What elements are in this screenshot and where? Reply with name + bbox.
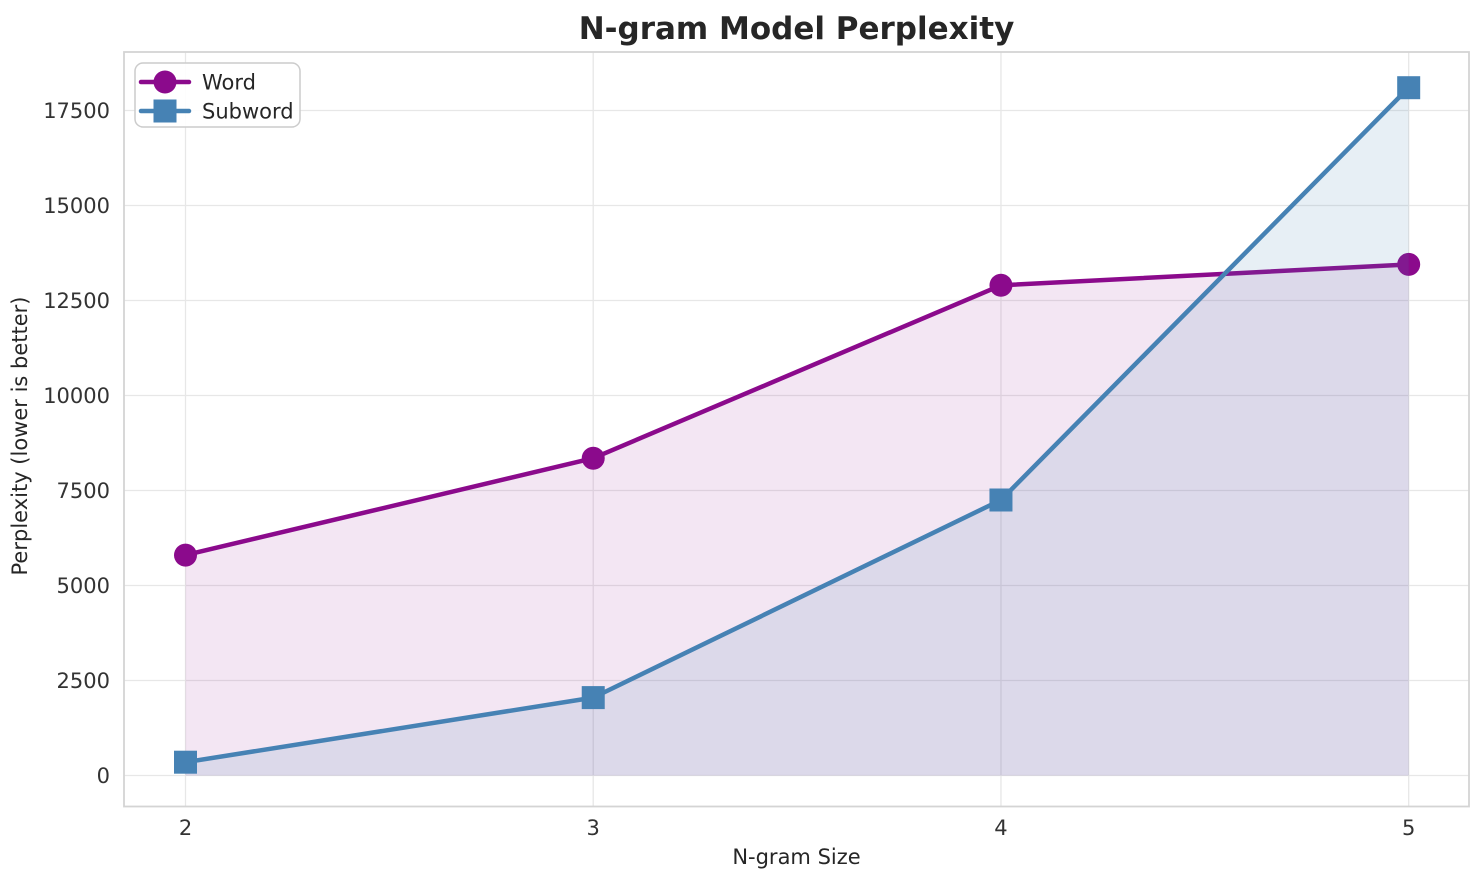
data-point-word: [1397, 252, 1421, 276]
y-axis-label: Perplexity (lower is better): [8, 297, 32, 576]
area-fill-subword: [185, 87, 1409, 776]
x-axis-label: N-gram Size: [732, 845, 860, 869]
legend-marker-circle-icon: [153, 70, 177, 94]
y-tick-label: 12500: [43, 289, 110, 313]
y-tick-label: 0: [97, 764, 110, 788]
x-tick-label: 3: [587, 816, 600, 840]
series-subword: [174, 76, 1421, 776]
line-word: [183, 262, 1411, 558]
y-tick-label: 5000: [57, 574, 110, 598]
data-point-subword: [989, 488, 1013, 512]
y-tick-label: 2500: [57, 669, 110, 693]
x-tick-label: 5: [1402, 816, 1415, 840]
data-point-subword: [1397, 76, 1421, 100]
grid-layer: [124, 52, 1469, 807]
area-fill-word: [185, 264, 1409, 776]
x-tick-label: 4: [994, 816, 1007, 840]
y-tick-label: 15000: [43, 194, 110, 218]
legend-marker-square-icon: [153, 99, 177, 123]
tick-labels-layer: 0 2500 5000 7500 10000 12500 15000 17500 2 3 4 5: [43, 99, 1415, 840]
y-tick-label: 17500: [43, 99, 110, 123]
data-point-subword: [174, 750, 197, 774]
data-point-word: [174, 543, 197, 567]
data-point-subword: [581, 686, 605, 710]
legend: Word Subword: [134, 62, 301, 128]
legend-label-word: Word: [202, 71, 256, 95]
line-subword: [183, 85, 1411, 765]
y-tick-label: 10000: [43, 384, 110, 408]
y-tick-label: 7500: [57, 479, 110, 503]
legend-label-subword: Subword: [202, 100, 294, 124]
x-tick-label: 2: [179, 816, 192, 840]
series-layer: [174, 76, 1421, 776]
data-point-word: [581, 446, 605, 470]
chart-title: N-gram Model Perplexity: [579, 11, 1015, 47]
series-word: [174, 252, 1421, 776]
data-point-word: [989, 273, 1013, 297]
plot-border-spines: [123, 51, 1470, 808]
